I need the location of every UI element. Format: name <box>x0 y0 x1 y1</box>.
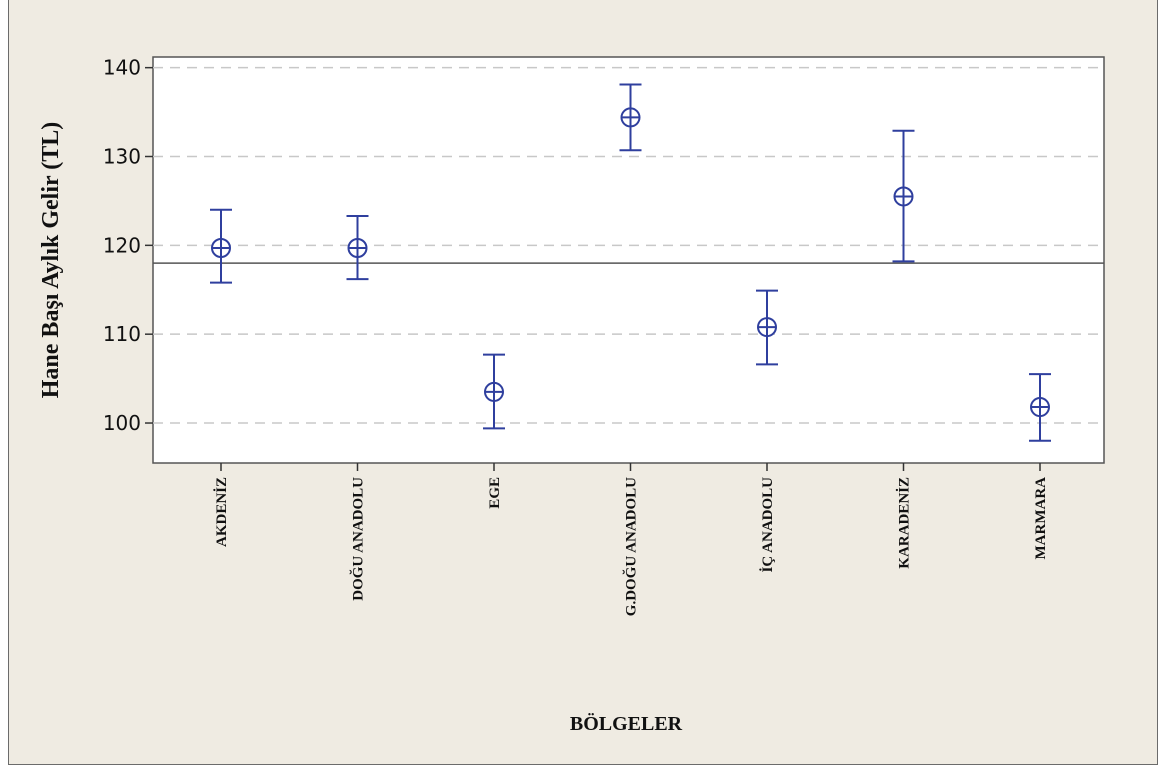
y-axis: 100 110 120 130 140 <box>103 56 153 435</box>
x-tick-label: AKDENİZ <box>213 477 230 547</box>
x-tick-label: İÇ ANADOLU <box>759 477 776 573</box>
interval-plot: 100 110 120 130 140 AKDENİZ DOĞU ANADOLU EGE G.… <box>38 56 1105 735</box>
y-tick-label: 140 <box>103 56 141 80</box>
x-tick-label: G.DOĞU ANADOLU <box>623 477 640 616</box>
x-tick-label: DOĞU ANADOLU <box>350 477 367 601</box>
interval-mark <box>346 215 369 281</box>
x-tick-label: EGE <box>487 477 503 509</box>
grid-layer <box>153 66 1104 424</box>
interval-mark <box>756 289 778 366</box>
interval-mark <box>1029 373 1051 442</box>
interval-mark <box>210 208 232 284</box>
x-axis: AKDENİZ DOĞU ANADOLU EGE G.DOĞU ANADOLU İÇ A… <box>213 463 1049 616</box>
interval-mark <box>892 129 915 263</box>
y-tick-label: 110 <box>103 322 141 346</box>
y-tick-label: 130 <box>103 145 141 169</box>
y-tick-label: 120 <box>103 233 141 257</box>
x-tick-label: MARMARA <box>1033 477 1049 560</box>
interval-marks <box>210 83 1051 442</box>
y-tick-label: 100 <box>103 411 141 435</box>
interval-mark <box>483 353 505 430</box>
chart-frame: 100 110 120 130 140 AKDENİZ DOĞU ANADOLU EGE G.… <box>8 0 1158 765</box>
x-tick-label: KARADENİZ <box>896 477 913 569</box>
x-axis-title: BÖLGELER <box>570 712 683 735</box>
y-axis-title: Hane Başı Aylık Gelir (TL) <box>38 122 64 398</box>
interval-mark <box>619 83 642 152</box>
